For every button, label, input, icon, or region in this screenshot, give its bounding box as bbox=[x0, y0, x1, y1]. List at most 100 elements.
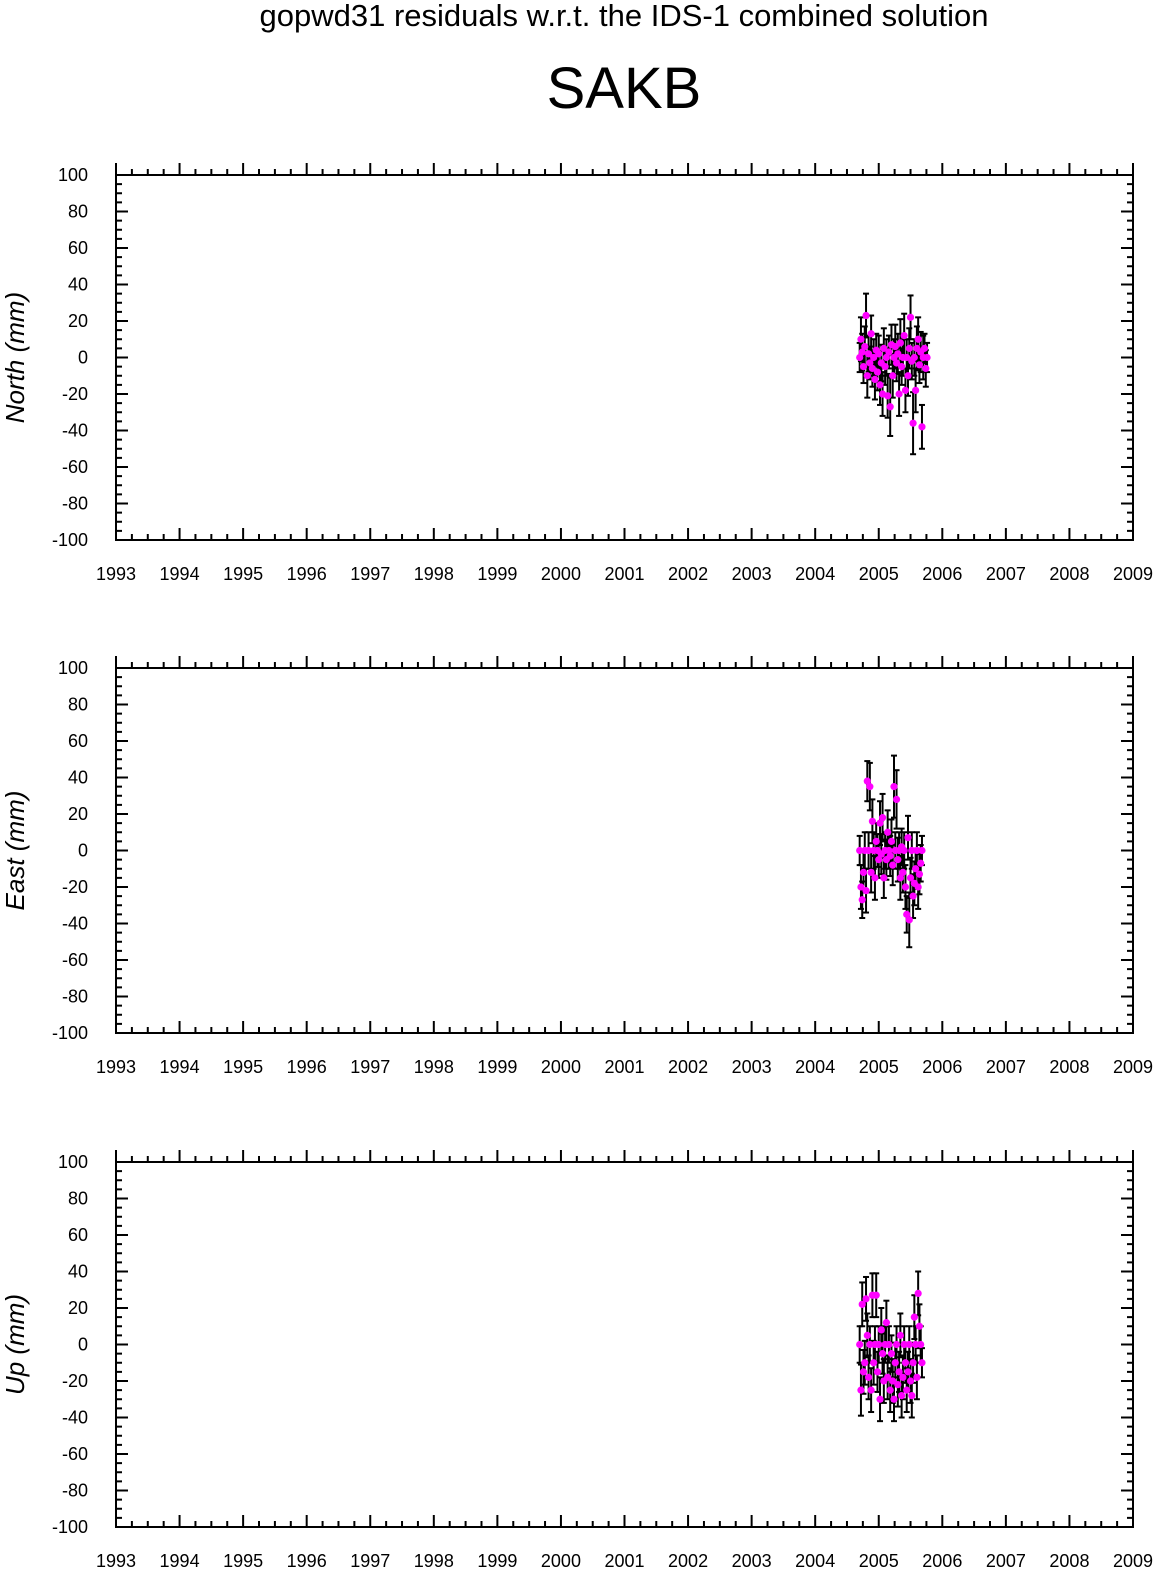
data-point bbox=[905, 916, 913, 924]
x-tick-label: 2003 bbox=[732, 1057, 772, 1077]
data-point bbox=[876, 1395, 884, 1403]
y-tick-label: -20 bbox=[62, 384, 88, 404]
data-point bbox=[878, 814, 887, 822]
data-point bbox=[876, 381, 884, 389]
data-point bbox=[884, 828, 892, 836]
y-tick-label: 40 bbox=[68, 275, 88, 295]
data-point bbox=[920, 344, 929, 352]
data-point bbox=[892, 359, 901, 367]
y-tick-label: -80 bbox=[62, 987, 88, 1007]
data-point bbox=[896, 874, 904, 882]
data-point bbox=[875, 350, 883, 358]
x-tick-label: 2004 bbox=[795, 564, 835, 584]
data-point bbox=[882, 1319, 890, 1327]
data-point bbox=[914, 1289, 922, 1297]
data-point bbox=[871, 375, 879, 383]
data-point bbox=[868, 364, 876, 373]
data-point bbox=[891, 1359, 899, 1367]
data-point bbox=[895, 1368, 903, 1376]
data-point bbox=[862, 311, 870, 320]
data-point bbox=[909, 1359, 917, 1367]
data-point bbox=[859, 868, 868, 877]
data-point bbox=[900, 1340, 908, 1349]
y-axis-label: North (mm) bbox=[0, 292, 30, 423]
y-tick-label: -40 bbox=[62, 914, 88, 934]
data-point bbox=[918, 846, 926, 855]
x-tick-label: 2006 bbox=[922, 564, 962, 584]
x-tick-label: 2008 bbox=[1049, 564, 1089, 584]
data-point bbox=[886, 1386, 894, 1394]
data-point bbox=[886, 852, 894, 860]
y-tick-label: -20 bbox=[62, 1371, 88, 1391]
y-tick-label: 60 bbox=[68, 238, 88, 258]
data-point bbox=[913, 1373, 921, 1381]
data-point bbox=[914, 335, 922, 343]
data-point bbox=[915, 1322, 924, 1330]
data-point bbox=[905, 1340, 913, 1349]
data-point bbox=[891, 342, 899, 351]
data-point bbox=[909, 892, 917, 900]
y-tick-label: 80 bbox=[68, 695, 88, 715]
data-point bbox=[870, 1359, 878, 1367]
data-point bbox=[880, 874, 888, 882]
data-point bbox=[866, 783, 874, 791]
data-point bbox=[887, 837, 896, 845]
data-point bbox=[898, 363, 906, 371]
x-tick-label: 1995 bbox=[223, 1057, 263, 1077]
y-tick-label: 0 bbox=[78, 1335, 88, 1355]
y-tick-label: -100 bbox=[52, 530, 88, 550]
x-tick-label: 2005 bbox=[859, 1057, 899, 1077]
data-point bbox=[904, 1368, 912, 1376]
x-tick-label: 2005 bbox=[859, 1551, 899, 1571]
x-tick-label: 1998 bbox=[414, 1551, 454, 1571]
x-tick-label: 1999 bbox=[477, 1551, 517, 1571]
data-point bbox=[863, 372, 871, 380]
data-point bbox=[859, 1368, 868, 1376]
data-point bbox=[906, 313, 915, 321]
y-axis-label: East (mm) bbox=[0, 791, 30, 911]
y-tick-label: -40 bbox=[62, 421, 88, 441]
y-tick-label: -40 bbox=[62, 1408, 88, 1428]
x-tick-label: 2000 bbox=[541, 1551, 581, 1571]
data-point bbox=[887, 1350, 896, 1358]
data-point bbox=[912, 1340, 920, 1349]
panel-north: -100 -80 -60 -40 -20 0 20 40 60 80 100 1993 1994 1995… bbox=[0, 163, 1153, 584]
x-tick-label: 1999 bbox=[477, 1057, 517, 1077]
data-point bbox=[862, 887, 870, 895]
x-tick-label: 2002 bbox=[668, 1057, 708, 1077]
panel-east: -100 -80 -60 -40 -20 0 20 40 60 80 100 1993 1994 1995… bbox=[0, 656, 1153, 1077]
x-tick-label: 1997 bbox=[350, 564, 390, 584]
data-point bbox=[857, 1386, 865, 1394]
data-points bbox=[856, 1289, 926, 1403]
y-axis-label: Up (mm) bbox=[0, 1294, 30, 1395]
data-point bbox=[906, 874, 915, 882]
x-tick-label: 1994 bbox=[160, 1551, 200, 1571]
y-tick-label: 0 bbox=[78, 841, 88, 861]
x-tick-label: 1993 bbox=[96, 564, 136, 584]
y-tick-label: -60 bbox=[62, 1444, 88, 1464]
data-point bbox=[872, 837, 880, 845]
data-point bbox=[912, 865, 920, 873]
data-point bbox=[908, 1392, 916, 1400]
y-tick-label: -20 bbox=[62, 877, 88, 897]
y-tick-label: 60 bbox=[68, 731, 88, 751]
data-point bbox=[917, 1340, 925, 1349]
x-tick-label: 1999 bbox=[477, 564, 517, 584]
plot-frame bbox=[115, 667, 1134, 1034]
data-point bbox=[889, 372, 897, 380]
data-point bbox=[881, 363, 889, 371]
y-tick-label: 40 bbox=[68, 768, 88, 788]
y-tick-label: 20 bbox=[68, 804, 88, 824]
data-points bbox=[856, 311, 931, 431]
data-point bbox=[863, 777, 871, 785]
data-points bbox=[856, 777, 926, 924]
data-point bbox=[884, 392, 892, 400]
y-tick-label: 100 bbox=[58, 1152, 88, 1172]
data-point bbox=[901, 883, 910, 891]
data-point bbox=[858, 348, 866, 356]
data-point bbox=[894, 856, 902, 864]
x-tick-label: 1996 bbox=[287, 564, 327, 584]
y-tick-label: 20 bbox=[68, 1298, 88, 1318]
data-point bbox=[873, 1368, 882, 1376]
panels: -100 -80 -60 -40 -20 0 20 40 60 80 100 1993 1994 1995… bbox=[0, 163, 1153, 1571]
